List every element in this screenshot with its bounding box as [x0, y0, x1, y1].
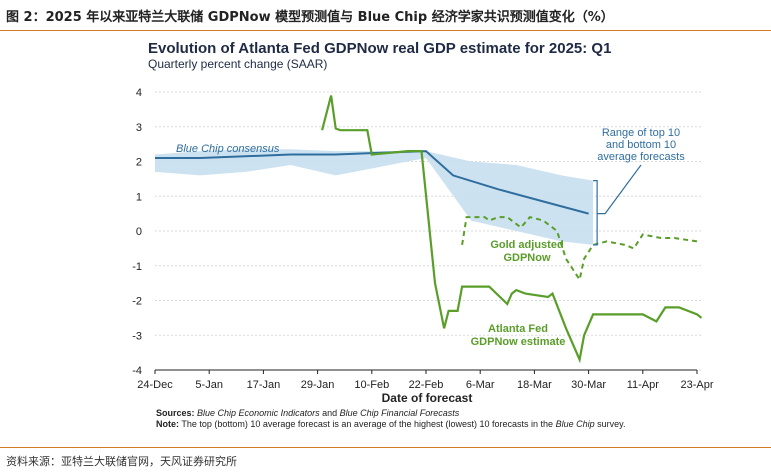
sources-label: Sources: [156, 408, 195, 418]
x-tick-label: 30-Mar [571, 379, 606, 391]
line-layer [155, 95, 703, 364]
sources-line: Sources: Blue Chip Economic Indicators a… [156, 408, 696, 419]
note-text: The top (bottom) 10 average forecast is … [181, 419, 554, 429]
axis-layer: 4 3 2 1 0 -1 -2 -3 -4 24-Dec 5-Jan 17-Jan 29-Jan 10-F… [132, 87, 714, 405]
x-tick-label: 10-Feb [354, 379, 389, 391]
y-tick-label: 1 [136, 191, 142, 203]
source-and: and [322, 408, 338, 418]
y-tick-label: -1 [132, 261, 142, 273]
x-axis-title: Date of forecast [382, 391, 473, 405]
note-italic: Blue Chip [555, 419, 595, 429]
x-tick-label: 6-Mar [466, 379, 495, 391]
bluechip-label: Blue Chip consensus [176, 143, 280, 155]
note-line: Note: The top (bottom) 10 average foreca… [156, 419, 696, 430]
note-end: survey. [597, 419, 626, 429]
figure-caption: 图 2：2025 年以来亚特兰大联储 GDPNow 模型预测值与 Blue Ch… [6, 10, 614, 25]
gold-adjusted-line [461, 215, 698, 283]
y-tick-label: -3 [132, 330, 142, 342]
source-2: Blue Chip Financial Forecasts [339, 408, 460, 418]
y-tick-label: -4 [132, 365, 142, 377]
chart-title: Evolution of Atlanta Fed GDPNow real GDP… [148, 40, 612, 57]
y-tick-label: 0 [136, 226, 142, 238]
x-tick-label: 22-Feb [409, 379, 444, 391]
x-tick-label: 11-Apr [627, 379, 660, 391]
gdpnow-label: Atlanta Fed GDPNow estimate [471, 323, 566, 348]
source-1: Blue Chip Economic Indicators [197, 408, 320, 418]
y-tick-label: 4 [136, 87, 142, 99]
x-tick-label: 18-Mar [517, 379, 552, 391]
range-leader [597, 164, 642, 215]
x-tick-label: 23-Apr [680, 379, 713, 391]
caption-divider [0, 30, 771, 31]
source-text: 资料来源：亚特兰大联储官网，天风证券研究所 [6, 455, 237, 468]
chart-subtitle: Quarterly percent change (SAAR) [148, 57, 328, 71]
note-label: Note: [156, 419, 179, 429]
gold-adjusted-label: Gold adjusted GDPNow [490, 239, 563, 264]
y-tick-label: -2 [132, 296, 142, 308]
y-tick-label: 3 [136, 122, 142, 134]
chart-notes: Sources: Blue Chip Economic Indicators a… [156, 408, 696, 430]
band-layer [155, 149, 594, 245]
x-tick-label: 17-Jan [247, 379, 281, 391]
x-tick-label: 5-Jan [195, 379, 223, 391]
range-label: Range of top 10 and bottom 10 average fore… [597, 127, 685, 163]
gdpnow-line [321, 95, 703, 364]
range-band [155, 149, 594, 245]
source-divider [0, 447, 771, 448]
x-tick-label: 29-Jan [301, 379, 335, 391]
annotation-layer: Blue Chip consensus Range of top 10 and bo… [176, 127, 685, 348]
x-tick-label: 24-Dec [137, 379, 173, 391]
y-tick-label: 2 [136, 157, 142, 169]
range-bracket [593, 180, 598, 246]
